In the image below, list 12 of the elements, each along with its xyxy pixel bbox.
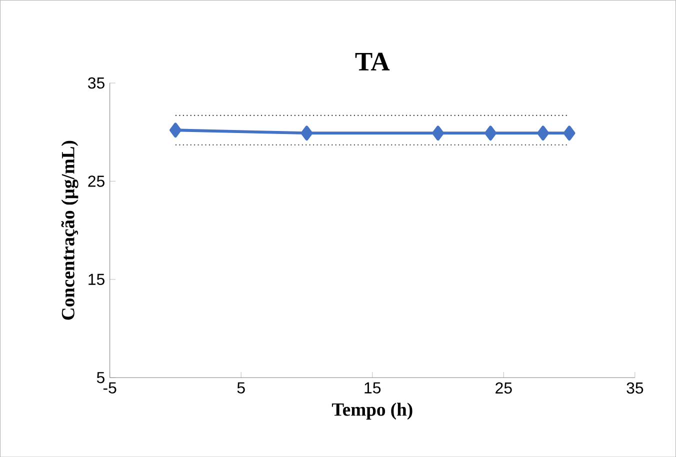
chart-title: TA	[355, 52, 390, 70]
x-tick-label: 25	[496, 382, 512, 394]
y-tick-label: 35	[88, 77, 104, 89]
y-tick-label: 5	[96, 372, 104, 384]
x-tick-label: 15	[364, 382, 381, 394]
y-tick-label: 25	[88, 175, 104, 187]
x-tick-label: 5	[237, 382, 245, 394]
x-tick-label: -5	[103, 382, 116, 394]
y-axis-title: Concentração (µg/mL)	[61, 140, 78, 320]
x-axis-title: Tempo (h)	[332, 402, 412, 420]
y-tick-label: 15	[88, 274, 104, 285]
x-tick-label: 35	[626, 382, 644, 394]
